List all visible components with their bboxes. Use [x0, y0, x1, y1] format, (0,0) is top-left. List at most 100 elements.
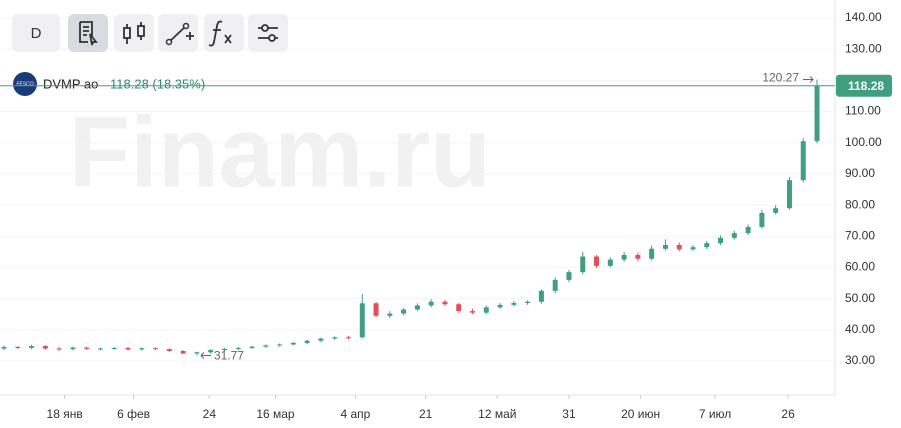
candle-body	[70, 347, 76, 350]
candle-body	[745, 226, 751, 234]
legend: FESCO DVMP ао 118.28 (18.35%)	[13, 72, 205, 96]
y-tick-label: 140.00	[845, 10, 882, 24]
drawing-icon	[168, 25, 194, 43]
notes-icon	[79, 21, 98, 46]
y-tick-label: 30.00	[845, 353, 875, 367]
candle-body	[139, 348, 145, 350]
candle-body	[249, 346, 255, 348]
plot-area	[0, 17, 835, 362]
candle-body	[814, 85, 820, 142]
y-tick-label: 50.00	[845, 291, 875, 305]
notes-button[interactable]	[68, 14, 108, 52]
y-tick-label: 70.00	[845, 228, 875, 242]
candle-body	[718, 237, 724, 244]
candle-body	[235, 347, 241, 349]
candle-body	[649, 248, 655, 259]
interval-label: D	[31, 25, 42, 42]
drawing-icon-dot	[182, 22, 190, 30]
candle-body	[580, 256, 586, 273]
candle-body	[773, 208, 779, 213]
candle-type-button[interactable]	[114, 14, 154, 52]
candle-body	[15, 346, 21, 348]
settings-button[interactable]	[248, 14, 288, 52]
candle-body	[97, 348, 103, 350]
candle-body	[56, 348, 62, 350]
candle-body	[552, 279, 558, 291]
watermark: Finam.ru	[69, 96, 491, 208]
x-tick-label: 24	[203, 407, 217, 421]
candle-body	[594, 256, 600, 266]
candle-body	[84, 347, 90, 349]
candle-body	[483, 307, 489, 313]
candle-body	[111, 347, 117, 349]
candle-body	[346, 337, 351, 339]
min-label: 31.77	[214, 349, 244, 363]
candle-body	[497, 304, 503, 308]
candle-body	[401, 309, 407, 314]
candle-body	[125, 347, 131, 350]
candle-body	[304, 340, 310, 343]
candle-body	[786, 180, 792, 209]
candle-body	[153, 348, 159, 350]
candle-body	[414, 305, 420, 310]
ticker-name: DVMP ао	[43, 76, 98, 91]
x-tick-label: 6 фев	[117, 407, 150, 421]
min-arrow	[200, 352, 211, 359]
x-tick-label: 26	[781, 407, 795, 421]
x-tick-label: 4 апр	[340, 407, 370, 421]
candle-body	[194, 352, 200, 354]
ticker-logo	[13, 72, 37, 96]
candle-body	[621, 254, 627, 260]
candle-body	[29, 346, 35, 348]
last-price-badge	[836, 74, 892, 97]
candle-body	[359, 303, 365, 338]
candle-icon-body	[123, 27, 131, 39]
candle-body	[525, 301, 531, 304]
drawing-icon-dot	[165, 38, 173, 46]
candle-body	[676, 245, 682, 250]
candle-body	[442, 301, 448, 305]
y-tick-label: 80.00	[845, 197, 875, 211]
candle-body	[470, 311, 476, 313]
x-tick-label: 12 май	[478, 407, 516, 421]
candle-body	[180, 351, 186, 354]
candle-body	[428, 301, 434, 306]
max-arrow	[803, 76, 814, 83]
x-tick-label: 18 янв	[47, 407, 83, 421]
candle-body	[456, 304, 462, 312]
x-tick-label: 20 июн	[621, 407, 660, 421]
y-tick-label: 60.00	[845, 260, 875, 274]
x-tick-label: 16 мар	[256, 407, 295, 421]
last-price-label: 118.28	[848, 79, 884, 93]
y-tick-label: 40.00	[845, 322, 875, 336]
toolbar: D	[12, 14, 288, 52]
candle-body	[387, 313, 393, 316]
x-tick-label: 21	[419, 407, 433, 421]
candle-body	[800, 141, 806, 181]
candle-body	[538, 290, 544, 302]
y-tick-label: 90.00	[845, 166, 875, 180]
candle-body	[332, 337, 338, 339]
settings-icon-knob	[268, 34, 276, 42]
candle-body	[290, 342, 296, 345]
candle-body	[277, 344, 283, 346]
y-tick-label: 110.00	[845, 104, 881, 118]
candle-body	[318, 338, 324, 341]
candle-body	[690, 247, 696, 250]
candle-body	[166, 349, 172, 352]
logo-mark: FESCO	[16, 81, 33, 87]
y-tick-label: 130.00	[845, 41, 882, 55]
candle-body	[221, 348, 227, 351]
x-tick-label: 7 июл	[699, 407, 731, 421]
y-tick-label: 100.00	[845, 135, 882, 149]
candle-body	[511, 303, 517, 305]
ticker-change: 118.28 (18.35%)	[110, 76, 205, 91]
interval-button[interactable]	[12, 14, 60, 52]
candle-body	[704, 243, 710, 248]
candle-body	[607, 259, 613, 266]
candle-body	[662, 245, 668, 249]
indicators-icon	[208, 20, 232, 47]
x-tick-label: 31	[562, 407, 576, 421]
candle-body	[635, 254, 641, 259]
